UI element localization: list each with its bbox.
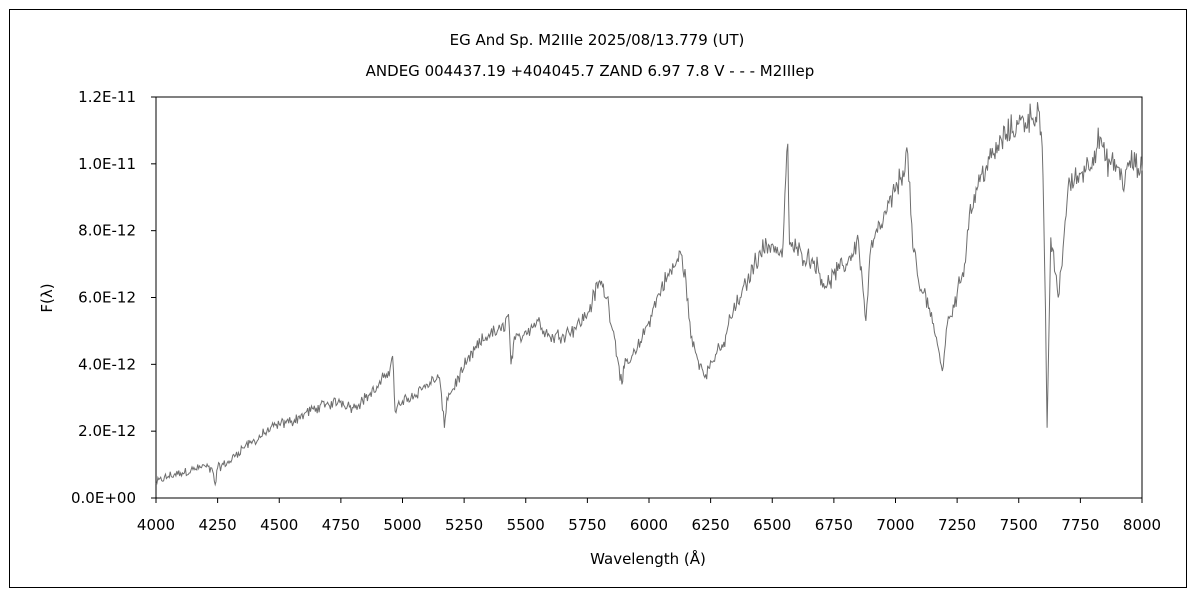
x-tick-label: 7250: [938, 516, 976, 534]
y-tick-label: 1.2E-11: [78, 88, 136, 106]
x-tick-label: 4750: [322, 516, 360, 534]
y-tick-label: 4.0E-12: [78, 355, 136, 373]
y-axis-label: F(λ): [38, 283, 56, 312]
x-tick-label: 4000: [137, 516, 175, 534]
x-tick-label: 5750: [568, 516, 606, 534]
x-tick-label: 5500: [507, 516, 545, 534]
x-tick-label: 7500: [1000, 516, 1038, 534]
y-tick-label: 6.0E-12: [78, 289, 136, 307]
chart-frame: [9, 9, 1187, 588]
x-tick-label: 6250: [692, 516, 730, 534]
plot-area-border: [155, 96, 1143, 499]
x-axis-label: Wavelength (Å): [590, 549, 706, 568]
chart-subtitle: ANDEG 004437.19 +404045.7 ZAND 6.97 7.8 …: [366, 62, 815, 80]
x-tick-label: 6500: [753, 516, 791, 534]
x-tick-label: 4500: [260, 516, 298, 534]
y-tick-label: 8.0E-12: [78, 222, 136, 240]
y-tick-label: 2.0E-12: [78, 422, 136, 440]
y-tick-label: 0.0E+00: [71, 489, 136, 507]
x-tick-label: 6750: [815, 516, 853, 534]
x-tick-label: 4250: [199, 516, 237, 534]
y-tick-label: 1.0E-11: [78, 155, 136, 173]
spectrum-series-line: [155, 102, 1143, 487]
x-tick-label: 7000: [876, 516, 914, 534]
x-tick-label: 5250: [445, 516, 483, 534]
x-tick-label: 6000: [630, 516, 668, 534]
chart-title: EG And Sp. M2IIIe 2025/08/13.779 (UT): [450, 31, 745, 49]
x-tick-label: 8000: [1123, 516, 1161, 534]
x-tick-label: 5000: [383, 516, 421, 534]
x-tick-label: 7750: [1061, 516, 1099, 534]
